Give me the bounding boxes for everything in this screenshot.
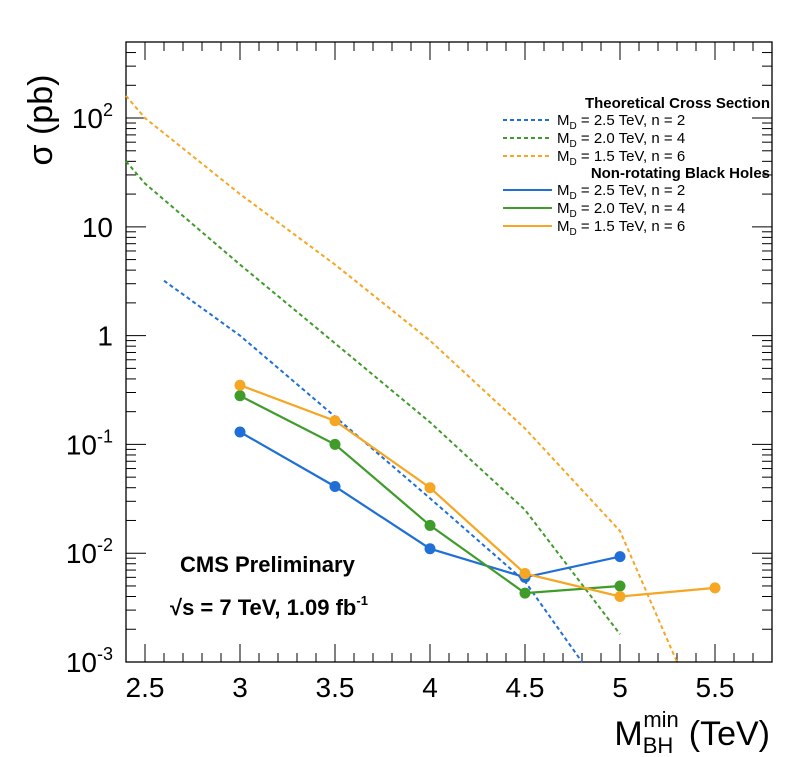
legend-group-title: Theoretical Cross Section [585, 95, 770, 112]
data-point [519, 568, 531, 580]
data-point [424, 482, 436, 494]
legend-entry-label: MD = 2.0 TeV, n = 4 [557, 130, 685, 150]
x-axis-label-sup: min [643, 707, 678, 732]
x-axis-label-main: M [614, 715, 642, 753]
x-tick-label: 5.5 [696, 672, 735, 703]
x-axis-label: MBHmin (TeV) [614, 707, 770, 757]
data-point [424, 519, 436, 531]
x-tick-label: 5 [612, 672, 628, 703]
x-tick-label: 3.5 [316, 672, 355, 703]
data-point [709, 582, 721, 594]
y-tick-labels: 10-3 10-2 10-1 1 10 102 [66, 100, 113, 678]
energy-lumi-label: √s = 7 TeV, 1.09 fb-1 [170, 593, 368, 620]
y-tick-label: 10-1 [66, 426, 113, 460]
y-axis-label: σ (pb) [22, 75, 60, 166]
theory-curve-1 [125, 160, 621, 635]
legend-entry-label: MD = 1.5 TeV, n = 6 [557, 218, 685, 238]
data-point [234, 379, 246, 391]
y-tick-label: 1 [97, 321, 113, 352]
legend-entry-label: MD = 2.5 TeV, n = 2 [557, 182, 685, 202]
x-tick-label: 4.5 [506, 672, 545, 703]
legend-entry-label: MD = 2.0 TeV, n = 4 [557, 200, 685, 220]
theory-curve-2 [125, 95, 678, 663]
energy-lumi-sup: -1 [356, 593, 368, 608]
data-point [424, 543, 436, 555]
x-axis-label-unit: (TeV) [689, 715, 770, 753]
points-layer [234, 379, 721, 603]
x-tick-label: 4 [422, 672, 438, 703]
y-tick-label: 10 [82, 212, 113, 243]
x-axis-label-sub: BH [643, 733, 674, 757]
legend-entry-label: MD = 2.5 TeV, n = 2 [557, 112, 685, 132]
data-point [329, 438, 341, 450]
energy-lumi-main: √s = 7 TeV, 1.09 fb [170, 595, 356, 620]
y-tick-label: 10-3 [66, 644, 113, 678]
data-point [329, 415, 341, 427]
y-tick-label: 102 [72, 100, 113, 134]
x-tick-label: 3 [232, 672, 248, 703]
data-point [234, 390, 246, 402]
data-point [234, 426, 246, 438]
nonrotating-curve-5 [239, 384, 716, 598]
data-point [614, 591, 626, 603]
legend-group-title: Non-rotating Black Holes [591, 165, 770, 182]
x-tick-labels: 2.5 3 3.5 4 4.5 5 5.5 [126, 672, 735, 703]
data-point [614, 580, 626, 592]
x-tick-label: 2.5 [126, 672, 165, 703]
theory-curve-0 [163, 279, 583, 663]
data-point [614, 551, 626, 563]
data-point [519, 587, 531, 599]
legend-entry-label: MD = 1.5 TeV, n = 6 [557, 148, 685, 168]
y-tick-label: 10-2 [66, 535, 113, 569]
cms-preliminary-label: CMS Preliminary [180, 552, 356, 577]
axis-ticks [125, 41, 773, 663]
data-point [329, 481, 341, 493]
